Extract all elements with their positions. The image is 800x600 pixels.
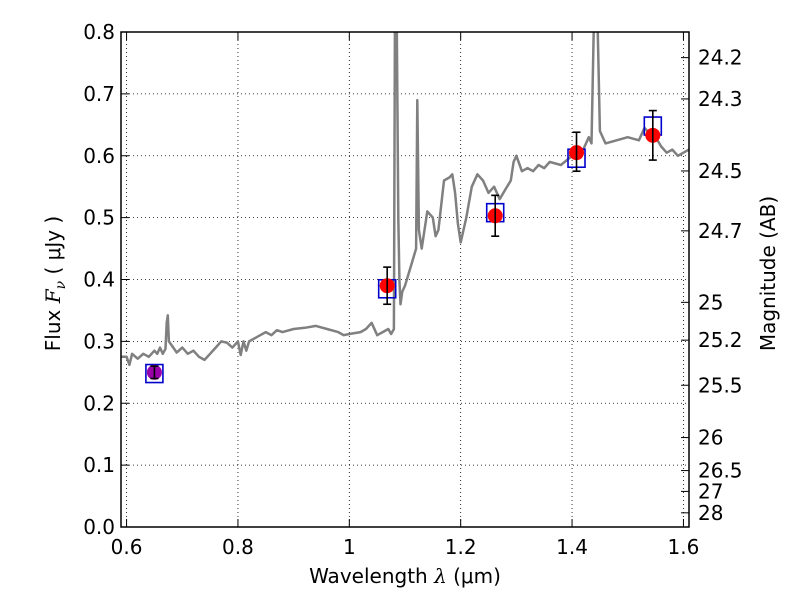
x-axis-label: Wavelength λ (μm)	[309, 564, 501, 588]
y-tick-label: 0.8	[83, 20, 115, 44]
y2-axis-label: Magnitude (AB)	[756, 196, 780, 351]
y2-tick-label: 24.2	[698, 46, 743, 70]
axis-labels: Wavelength λ (μm) Flux Fν ( μJy ) Magnit…	[41, 196, 780, 588]
y2-tick-label: 26	[698, 426, 723, 450]
x-tick-label: 1	[343, 535, 356, 559]
y2-tick-label: 25.5	[698, 373, 743, 397]
y-tick-label: 0.6	[83, 144, 115, 168]
model-flux-square	[145, 363, 164, 384]
y-tick-label: 0.1	[83, 453, 115, 477]
y2-tick-label: 25.2	[698, 328, 743, 352]
y2-tick-label: 24.3	[698, 87, 743, 111]
x-tick-label: 1.4	[556, 535, 588, 559]
x-tick-label: 0.8	[222, 535, 254, 559]
spectrum-line	[121, 32, 689, 367]
y-tick-label: 0.5	[83, 206, 115, 230]
x-tick-label: 1.6	[668, 535, 700, 559]
y-tick-label: 0.2	[83, 391, 115, 415]
y-tick-label: 0.4	[83, 268, 115, 292]
x-tick-label: 0.6	[111, 535, 143, 559]
model-spectrum	[121, 32, 689, 367]
y2-tick-label: 24.5	[698, 159, 743, 183]
axis-ticks: 0.6 0.8 1 1.2 1.4 1.6 0.0 0.1 0.2 0.3 0.4 0.5 0.6 0.7…	[83, 20, 742, 559]
x-tick-label: 1.2	[445, 535, 477, 559]
y-axis-label: Flux Fν ( μJy )	[41, 216, 69, 351]
photometry-points	[145, 109, 663, 384]
y2-tick-label: 27	[698, 479, 723, 503]
y2-tick-label: 25	[698, 290, 723, 314]
grid	[121, 32, 689, 527]
y-tick-label: 0.3	[83, 329, 115, 353]
y-tick-label: 0.0	[83, 515, 115, 539]
y-tick-label: 0.7	[83, 82, 115, 106]
y2-tick-label: 26.5	[698, 459, 743, 483]
y2-tick-label: 24.7	[698, 219, 743, 243]
y2-tick-label: 28	[698, 501, 723, 525]
